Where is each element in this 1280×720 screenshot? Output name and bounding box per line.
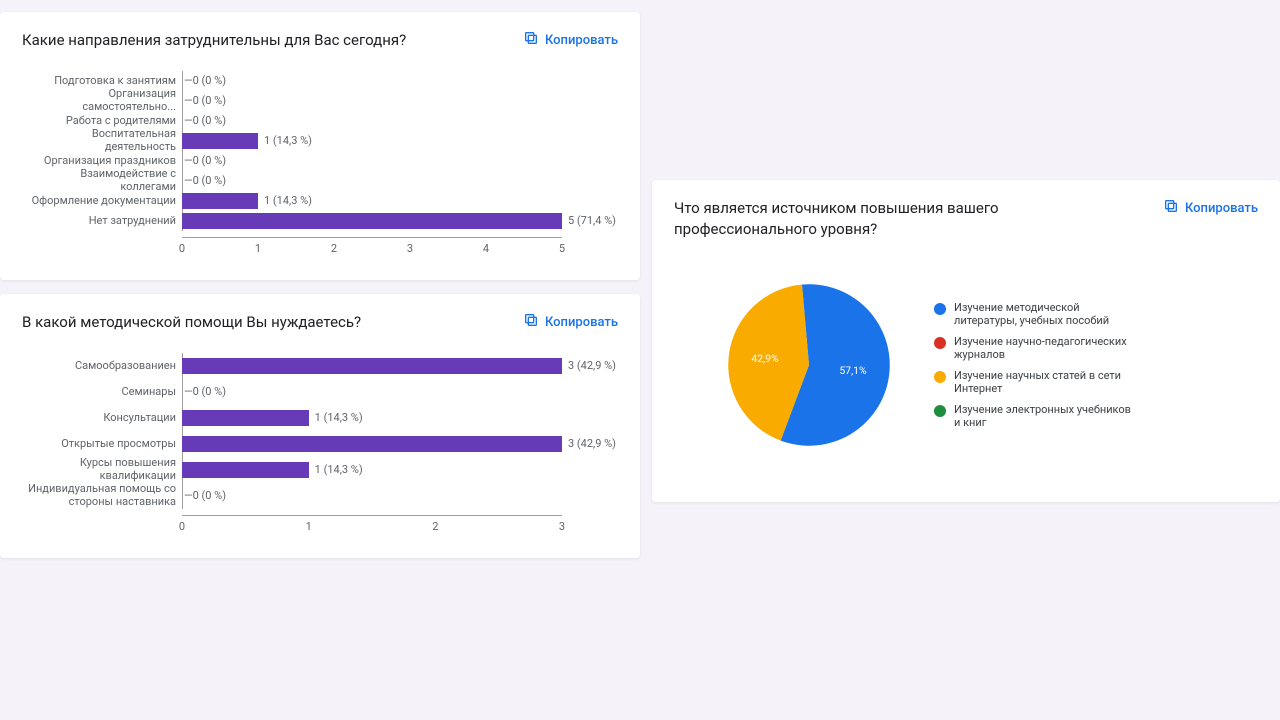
copy-label: Копировать xyxy=(545,33,618,48)
bar-label: Консультации xyxy=(22,412,182,425)
bar-value: —0 (0 %) xyxy=(184,73,226,89)
legend-swatch xyxy=(934,337,946,349)
legend-swatch xyxy=(934,405,946,417)
bar-value: 5 (71,4 %) xyxy=(568,213,616,229)
bar-value: —0 (0 %) xyxy=(184,384,226,400)
legend-label: Изучение научно-педагогических журналов xyxy=(954,335,1134,361)
x-tick: 5 xyxy=(559,242,565,255)
bar-fill xyxy=(182,436,562,452)
bar-fill xyxy=(182,410,309,426)
legend-label: Изучение методической литературы, учебны… xyxy=(954,301,1134,327)
legend-item: Изучение методической литературы, учебны… xyxy=(934,301,1134,327)
pie-slice-label: 42,9% xyxy=(751,352,779,365)
x-tick: 3 xyxy=(407,242,413,255)
bar-row: Самообразованиен 3 (42,9 %) xyxy=(22,353,618,379)
bar-value: 1 (14,3 %) xyxy=(315,410,363,426)
bar-row: Курсы повышения квалификации 1 (14,3 %) xyxy=(22,457,618,483)
copy-icon xyxy=(523,312,539,332)
copy-label: Копировать xyxy=(1185,201,1258,216)
bar-fill xyxy=(182,358,562,374)
copy-button[interactable]: Копировать xyxy=(523,30,618,50)
bar-label: Взаимодействие с коллегами xyxy=(22,168,182,193)
x-tick: 2 xyxy=(432,520,438,533)
bar-fill xyxy=(182,193,258,209)
bar-value: 1 (14,3 %) xyxy=(264,133,312,149)
bar-row: Оформление документации 1 (14,3 %) xyxy=(22,191,618,211)
legend-item: Изучение научно-педагогических журналов xyxy=(934,335,1134,361)
chart-card-sources: Что является источником повышения вашего… xyxy=(652,180,1280,502)
bar-value: 3 (42,9 %) xyxy=(568,436,616,452)
pie-legend: Изучение методической литературы, учебны… xyxy=(934,301,1134,429)
legend-item: Изучение научных статей в сети Интернет xyxy=(934,369,1134,395)
bar-row: Воспитательная деятельность 1 (14,3 %) xyxy=(22,131,618,151)
bar-label: Организация праздников xyxy=(22,155,182,168)
bar-label: Индивидуальная помощь со стороны наставн… xyxy=(22,483,182,508)
bar-label: Нет затруднений xyxy=(22,215,182,228)
copy-icon xyxy=(1163,198,1179,218)
chart-card-help: В какой методической помощи Вы нуждаетес… xyxy=(0,294,640,558)
bar-value: 1 (14,3 %) xyxy=(264,193,312,209)
chart-title: Что является источником повышения вашего… xyxy=(674,198,1094,240)
bar-row: Открытые просмотры 3 (42,9 %) xyxy=(22,431,618,457)
bar-row: Консультации 1 (14,3 %) xyxy=(22,405,618,431)
bar-label: Оформление документации xyxy=(22,195,182,208)
bar-value: 3 (42,9 %) xyxy=(568,358,616,374)
copy-icon xyxy=(523,30,539,50)
bar-label: Работа с родителями xyxy=(22,115,182,128)
bar-chart-difficulties: Подготовка к занятиям—0 (0 %)Организация… xyxy=(22,71,618,258)
bar-fill xyxy=(182,133,258,149)
bar-chart-help: Самообразованиен3 (42,9 %)Семинары—0 (0 … xyxy=(22,353,618,536)
copy-button[interactable]: Копировать xyxy=(1163,198,1258,218)
x-tick: 3 xyxy=(559,520,565,533)
bar-value: —0 (0 %) xyxy=(184,488,226,504)
bar-fill xyxy=(182,462,309,478)
x-tick: 1 xyxy=(306,520,312,533)
bar-value: —0 (0 %) xyxy=(184,93,226,109)
bar-label: Курсы повышения квалификации xyxy=(22,457,182,482)
bar-value: —0 (0 %) xyxy=(184,113,226,129)
legend-swatch xyxy=(934,303,946,315)
x-tick: 1 xyxy=(255,242,261,255)
x-tick: 0 xyxy=(179,520,185,533)
bar-row: Семинары—0 (0 %) xyxy=(22,379,618,405)
bar-label: Организация самостоятельно... xyxy=(22,88,182,113)
copy-label: Копировать xyxy=(545,315,618,330)
bar-label: Семинары xyxy=(22,386,182,399)
pie-slice-label: 57,1% xyxy=(839,364,867,377)
legend-swatch xyxy=(934,371,946,383)
legend-item: Изучение электронных учебников и книг xyxy=(934,403,1134,429)
chart-title: В какой методической помощи Вы нуждаетес… xyxy=(22,312,361,333)
pie-chart-sources: 57,1% 42,9% xyxy=(714,270,904,460)
bar-row: Взаимодействие с коллегами—0 (0 %) xyxy=(22,171,618,191)
bar-row: Организация самостоятельно...—0 (0 %) xyxy=(22,91,618,111)
x-tick: 2 xyxy=(331,242,337,255)
x-tick: 0 xyxy=(179,242,185,255)
bar-value: 1 (14,3 %) xyxy=(315,462,363,478)
bar-label: Самообразованиен xyxy=(22,360,182,373)
bar-value: —0 (0 %) xyxy=(184,153,226,169)
bar-fill xyxy=(182,213,562,229)
bar-row: Нет затруднений 5 (71,4 %) xyxy=(22,211,618,231)
bar-row: Индивидуальная помощь со стороны наставн… xyxy=(22,483,618,509)
chart-card-difficulties: Какие направления затруднительны для Вас… xyxy=(0,12,640,280)
legend-label: Изучение научных статей в сети Интернет xyxy=(954,369,1134,395)
bar-label: Подготовка к занятиям xyxy=(22,75,182,88)
bar-label: Открытые просмотры xyxy=(22,438,182,451)
chart-title: Какие направления затруднительны для Вас… xyxy=(22,30,406,51)
legend-label: Изучение электронных учебников и книг xyxy=(954,403,1134,429)
x-tick: 4 xyxy=(483,242,489,255)
copy-button[interactable]: Копировать xyxy=(523,312,618,332)
bar-label: Воспитательная деятельность xyxy=(22,128,182,153)
bar-value: —0 (0 %) xyxy=(184,173,226,189)
